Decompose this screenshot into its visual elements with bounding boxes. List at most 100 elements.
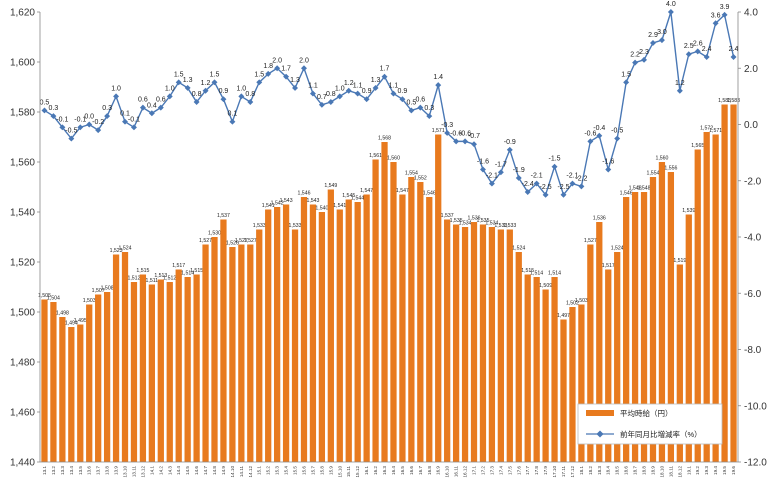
x-tick-label: 15.9 (328, 466, 333, 475)
bar-value-label: 1,533 (494, 223, 507, 229)
line-value-label: 2.6 (693, 40, 703, 47)
x-tick-label: 14.1 (149, 466, 154, 475)
line-point (650, 39, 656, 46)
bar-value-label: 1,542 (271, 201, 284, 207)
bar (282, 204, 290, 462)
bar (59, 317, 66, 462)
bar-value-label: 1,537 (441, 213, 454, 219)
line-value-label: -0.6 (459, 130, 471, 137)
line-point (336, 93, 343, 100)
line-value-label: 0.8 (326, 91, 336, 98)
x-tick-label: 18.4 (606, 466, 611, 475)
bar (112, 254, 120, 462)
x-tick-label: 16.12 (463, 466, 468, 478)
bar-value-label: 1,524 (119, 246, 132, 252)
x-tick-label: 18.5 (615, 466, 620, 475)
line-point (676, 87, 683, 94)
legend-line-label: 前年同月比増減率（%） (620, 429, 702, 439)
bar-value-label: 1,527 (584, 238, 597, 244)
bar (229, 247, 236, 462)
bar (560, 319, 567, 462)
line-value-label: 3.9 (720, 4, 730, 11)
x-tick-label: 13.9 (114, 466, 119, 475)
bar (408, 177, 415, 462)
right-tick-label: 2.0 (744, 64, 758, 75)
line-value-label: -0.6 (584, 130, 596, 137)
x-tick-label: 18.8 (642, 466, 647, 475)
legend: 平均時給（円） 前年同月比増減率（%） (577, 403, 723, 445)
bar-value-label: 1,519 (673, 258, 686, 264)
line-value-label: -0.6 (450, 130, 462, 137)
line-value-label: 1.2 (344, 80, 354, 87)
bar (50, 302, 57, 462)
line-value-label: -0.3 (441, 122, 453, 129)
line-value-label: 2.4 (729, 46, 739, 53)
bar (515, 252, 522, 462)
x-tick-label: 13.11 (131, 466, 136, 478)
bar-value-label: 1,536 (593, 216, 606, 222)
bar-value-label: 1,494 (65, 321, 78, 327)
bar-value-label: 1,524 (512, 246, 525, 252)
bar (345, 199, 352, 462)
x-tick-label: 18.10 (659, 466, 664, 478)
x-tick-label: 13.6 (87, 466, 92, 475)
bar-value-label: 1,565 (691, 143, 704, 149)
bar-value-label: 1,537 (217, 213, 230, 219)
line-value-label: 3.0 (657, 29, 667, 36)
bar (157, 279, 164, 462)
bar (506, 229, 513, 462)
bar (399, 194, 406, 462)
bar (274, 207, 281, 462)
left-tick-label: 1,600 (10, 58, 35, 69)
x-tick-label: 15.6 (301, 466, 306, 475)
x-tick-label: 16.6 (409, 466, 414, 475)
bar (309, 204, 317, 462)
line-point (462, 138, 469, 145)
bar-value-label: 1,533 (503, 223, 516, 229)
line-value-label: 2.5 (684, 43, 694, 50)
x-tick-label: 13.2 (51, 466, 56, 475)
bar (148, 284, 155, 462)
line-value-label: 0.9 (362, 88, 372, 95)
x-tick-label: 18.7 (633, 466, 638, 475)
bar (649, 177, 657, 462)
bar (712, 134, 719, 462)
bar-value-label: 1,527 (199, 238, 212, 244)
x-tick-label: 19.3 (704, 466, 709, 475)
line-point (318, 101, 325, 108)
bar (444, 219, 451, 462)
bar-value-label: 1,548 (629, 186, 642, 192)
line-value-label: 0.8 (245, 91, 255, 98)
right-tick-label: 0.0 (744, 120, 758, 131)
line-point (345, 87, 352, 94)
bar (95, 294, 102, 462)
bar (381, 142, 388, 462)
x-tick-label: 13.1 (42, 466, 47, 475)
line-value-label: 0.1 (120, 111, 130, 118)
x-tick-label: 13.4 (69, 466, 74, 475)
bar-value-label: 1,524 (611, 246, 624, 252)
line-value-label: -0.5 (65, 128, 77, 135)
left-tick-label: 1,460 (10, 408, 35, 419)
line-point (667, 9, 674, 15)
line-value-label: 0.0 (84, 114, 94, 121)
axes-layer: 1,440 1,460 1,480 1,500 1,520 1,540 1,560 1,580… (10, 8, 767, 478)
bar-value-label: 1,571 (432, 128, 445, 134)
x-tick-label: 14.5 (185, 466, 190, 475)
bar (372, 159, 379, 462)
bar (256, 229, 263, 462)
x-tick-label: 16.11 (454, 466, 459, 478)
bar (631, 192, 639, 462)
line-value-label: 0.3 (49, 105, 59, 112)
line-point (605, 166, 612, 173)
line-point (479, 166, 486, 173)
line-point (408, 107, 415, 114)
x-tick-label: 14.2 (158, 466, 163, 475)
legend-bar-label: 平均時給（円） (620, 408, 673, 418)
line-point (220, 96, 227, 103)
x-tick-label: 14.12 (248, 466, 253, 478)
bar-value-label: 1,523 (110, 248, 123, 254)
line-point (730, 54, 737, 60)
x-tick-label: 17.4 (498, 466, 503, 475)
